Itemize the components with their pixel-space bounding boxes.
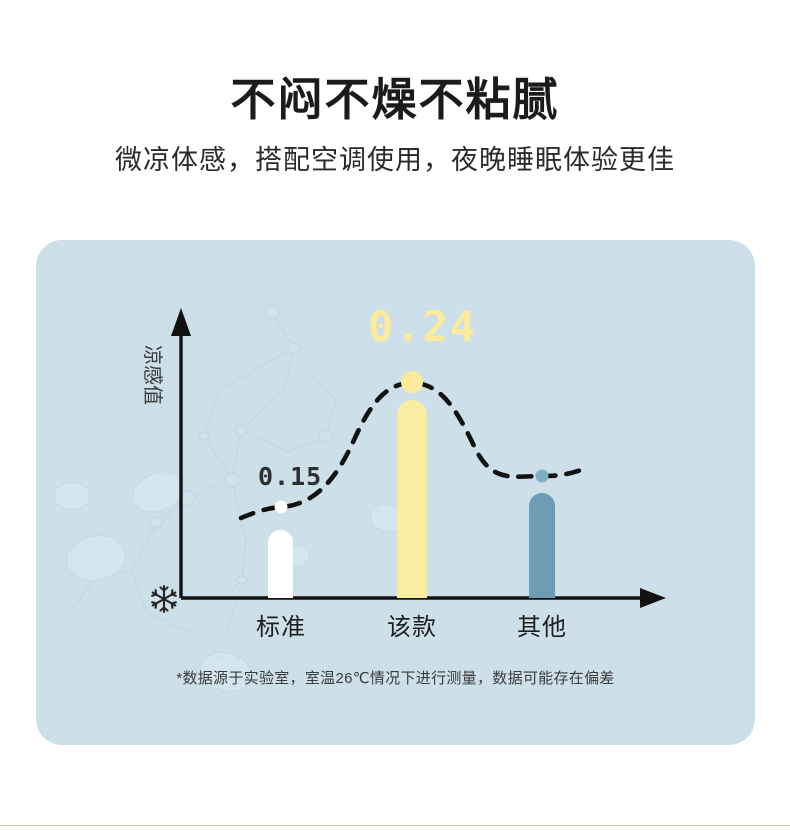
chart-footnote: *数据源于实验室，室温26℃情况下进行测量，数据可能存在偏差 (176, 670, 615, 687)
value-label-standard: 0.15 (258, 462, 323, 491)
category-label-this-model: 该款 (387, 614, 437, 641)
marker-standard (274, 500, 288, 514)
x-axis (181, 588, 666, 608)
chart-card: 凉感值 0.15 0.24 标准 该款 其他 *数据源于实验室，室温26℃情况下… (36, 240, 755, 745)
category-label-other: 其他 (517, 614, 567, 641)
header-block: 不闷不燥不粘腻 微凉体感，搭配空调使用，夜晚睡眠体验更佳 (0, 0, 790, 176)
chart-plot (171, 308, 666, 608)
bar-this-model (397, 400, 427, 598)
page-subtitle: 微凉体感，搭配空调使用，夜晚睡眠体验更佳 (115, 144, 675, 175)
value-label-this-model: 0.24 (368, 302, 478, 351)
y-axis (171, 308, 191, 598)
marker-other (535, 469, 549, 483)
bar-other (529, 493, 555, 598)
y-axis-label: 凉感值 (141, 345, 163, 405)
page-title: 不闷不燥不粘腻 (230, 74, 560, 125)
category-label-standard: 标准 (256, 614, 306, 641)
bottom-divider (0, 825, 790, 826)
marker-this (401, 371, 423, 393)
snowflake-icon (151, 584, 177, 614)
bar-standard (268, 530, 293, 598)
